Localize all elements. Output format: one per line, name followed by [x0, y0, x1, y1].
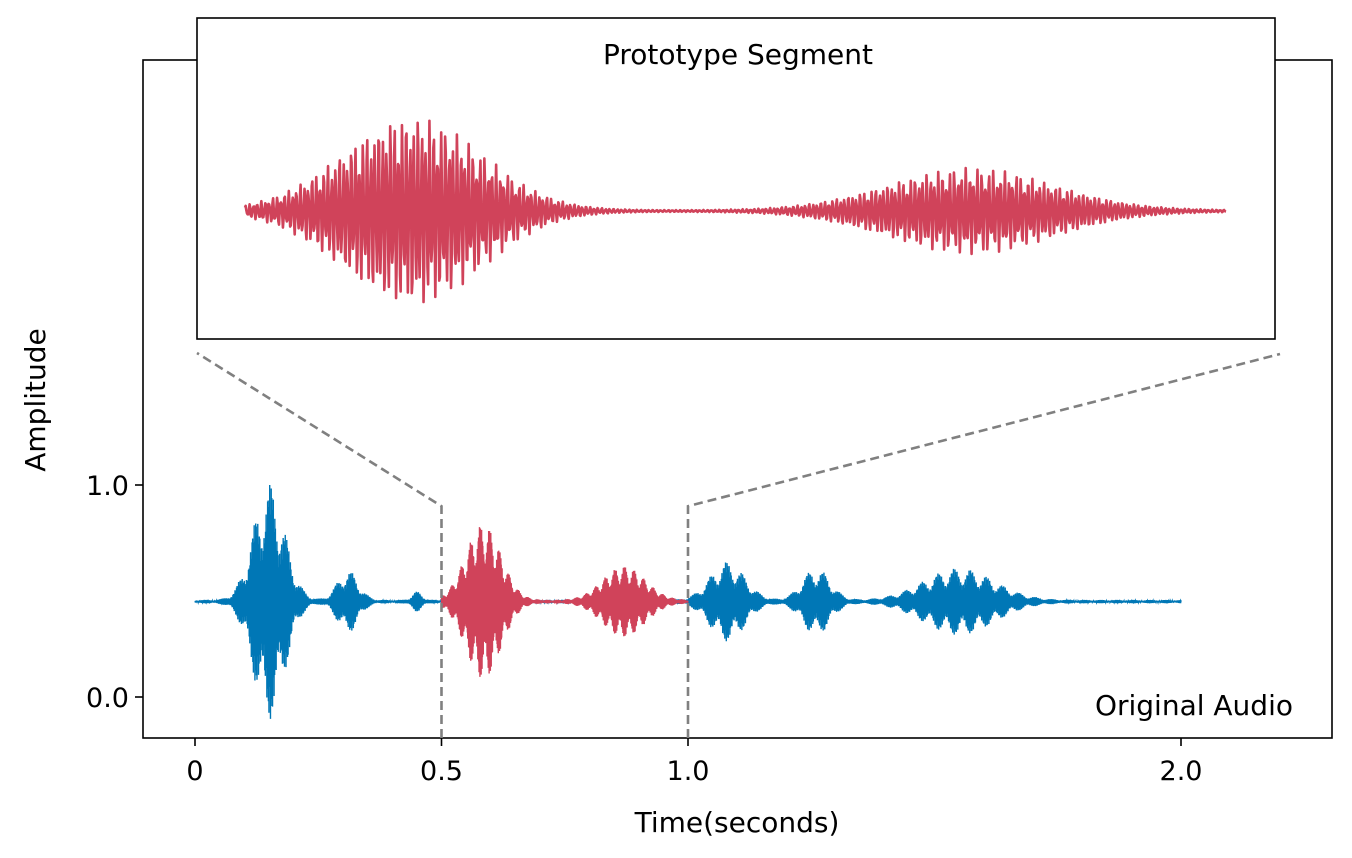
connector-right [686, 352, 1281, 738]
x-tick-label: 0 [186, 756, 203, 787]
connector-left [196, 351, 443, 738]
prototype-segment-line [440, 527, 689, 677]
inset-frame [196, 17, 1276, 340]
zoom-connectors [196, 351, 1281, 738]
x-axis-label: Time(seconds) [634, 806, 840, 839]
y-tick-label: 0.0 [86, 683, 129, 714]
inset-prototype-line [243, 119, 1227, 304]
prototype-segment-highlight [440, 527, 689, 677]
x-tick-label: 0.5 [420, 756, 463, 787]
y-axis-ticks: 0.0 1.0 [86, 471, 143, 714]
x-tick-label: 1.0 [667, 756, 710, 787]
x-axis-ticks: 0 0.5 1.0 2.0 [186, 738, 1202, 787]
inset-waveform [243, 119, 1227, 304]
x-tick-label: 2.0 [1160, 756, 1203, 787]
y-axis-label: Amplitude [19, 328, 52, 472]
y-tick-label: 1.0 [86, 471, 129, 502]
original-audio-label: Original Audio [1095, 689, 1293, 722]
inset-title: Prototype Segment [603, 38, 873, 71]
inset-background [197, 18, 1275, 339]
